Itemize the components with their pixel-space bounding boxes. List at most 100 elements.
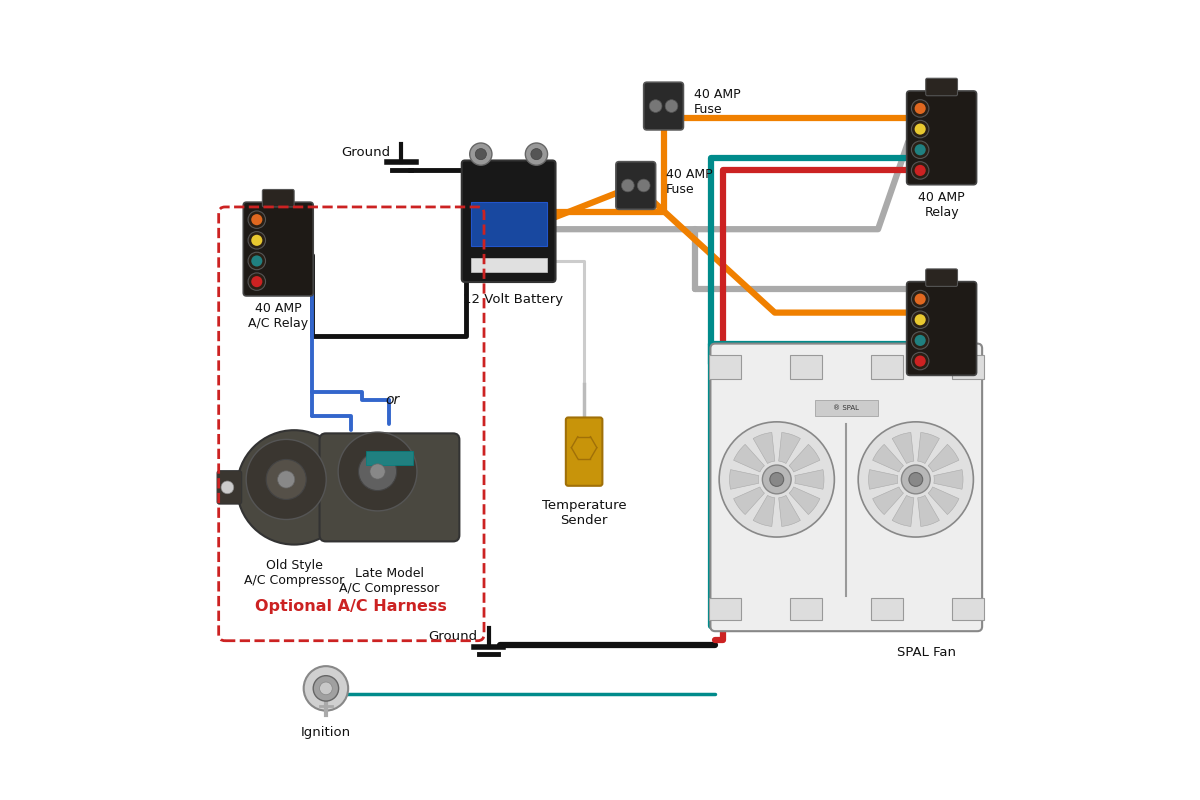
Circle shape [313, 676, 338, 701]
Text: 40 AMP
A/C Relay: 40 AMP A/C Relay [248, 302, 308, 330]
Circle shape [914, 103, 925, 114]
Circle shape [762, 465, 791, 494]
FancyBboxPatch shape [263, 190, 294, 207]
Wedge shape [733, 487, 764, 514]
Wedge shape [794, 470, 824, 490]
Text: 40 AMP
Fuse: 40 AMP Fuse [666, 167, 713, 195]
FancyBboxPatch shape [616, 162, 655, 210]
Bar [952, 598, 984, 620]
Wedge shape [872, 444, 904, 472]
Bar [709, 354, 740, 378]
Circle shape [901, 465, 930, 494]
Circle shape [914, 144, 925, 155]
Text: 40 AMP
Relay: 40 AMP Relay [918, 191, 965, 219]
Circle shape [246, 439, 326, 519]
Wedge shape [779, 433, 800, 463]
FancyBboxPatch shape [244, 202, 313, 296]
FancyBboxPatch shape [623, 194, 648, 208]
Circle shape [469, 143, 492, 166]
FancyBboxPatch shape [217, 470, 241, 504]
Circle shape [236, 430, 352, 545]
Text: ® SPAL: ® SPAL [833, 405, 859, 411]
Bar [470, 202, 547, 246]
Circle shape [908, 473, 923, 486]
Circle shape [277, 471, 295, 488]
Wedge shape [934, 470, 964, 490]
Text: or: or [385, 393, 400, 407]
Circle shape [359, 453, 397, 490]
Circle shape [719, 422, 834, 537]
Text: Ground: Ground [428, 630, 478, 643]
Circle shape [530, 149, 542, 160]
FancyBboxPatch shape [462, 161, 556, 282]
Text: Ignition: Ignition [301, 726, 350, 738]
FancyBboxPatch shape [623, 163, 648, 178]
Circle shape [912, 290, 929, 308]
Circle shape [914, 355, 925, 366]
FancyBboxPatch shape [650, 84, 677, 98]
Bar [790, 598, 822, 620]
Text: Optional A/C Harness: Optional A/C Harness [256, 599, 448, 614]
Circle shape [912, 352, 929, 370]
Wedge shape [790, 487, 820, 514]
Wedge shape [928, 487, 959, 514]
Wedge shape [892, 433, 914, 463]
Text: 12 Volt Battery: 12 Volt Battery [462, 293, 563, 306]
Text: Ground: Ground [341, 146, 390, 158]
Circle shape [622, 179, 634, 192]
Bar [709, 598, 740, 620]
Circle shape [649, 100, 662, 113]
Text: 40 AMP
Fuse: 40 AMP Fuse [694, 88, 740, 116]
Circle shape [266, 459, 306, 499]
Circle shape [251, 255, 263, 266]
Circle shape [304, 666, 348, 710]
Circle shape [475, 149, 486, 160]
Wedge shape [754, 495, 775, 526]
Bar [366, 451, 413, 465]
FancyBboxPatch shape [643, 82, 684, 130]
Circle shape [248, 231, 265, 249]
Wedge shape [730, 470, 758, 490]
Text: SPAL Fan: SPAL Fan [898, 646, 956, 659]
Bar [790, 354, 822, 378]
FancyBboxPatch shape [907, 91, 977, 185]
Circle shape [248, 211, 265, 229]
Circle shape [912, 141, 929, 158]
Circle shape [858, 422, 973, 537]
Wedge shape [733, 444, 764, 472]
Circle shape [370, 464, 385, 479]
Circle shape [251, 276, 263, 287]
Text: 40 AMP
Relay: 40 AMP Relay [918, 382, 965, 410]
Circle shape [912, 100, 929, 117]
Circle shape [912, 120, 929, 138]
Circle shape [912, 311, 929, 329]
Circle shape [221, 481, 234, 494]
Wedge shape [872, 487, 904, 514]
Wedge shape [918, 495, 940, 526]
Circle shape [912, 162, 929, 179]
Circle shape [665, 100, 678, 113]
Bar [871, 354, 902, 378]
Circle shape [914, 294, 925, 305]
Wedge shape [754, 433, 775, 463]
Circle shape [914, 314, 925, 326]
FancyBboxPatch shape [710, 343, 982, 631]
Wedge shape [928, 444, 959, 472]
Wedge shape [892, 495, 914, 526]
Circle shape [319, 682, 332, 694]
FancyBboxPatch shape [907, 282, 977, 375]
Wedge shape [918, 433, 940, 463]
Bar [871, 598, 902, 620]
Circle shape [637, 179, 650, 192]
Circle shape [914, 165, 925, 176]
FancyBboxPatch shape [319, 434, 460, 542]
Wedge shape [790, 444, 820, 472]
Text: Old Style
A/C Compressor: Old Style A/C Compressor [244, 559, 344, 587]
Text: Late Model
A/C Compressor: Late Model A/C Compressor [340, 567, 439, 595]
FancyBboxPatch shape [925, 269, 958, 286]
Wedge shape [779, 495, 800, 526]
FancyBboxPatch shape [566, 418, 602, 486]
Circle shape [251, 234, 263, 246]
Bar [952, 354, 984, 378]
Bar [815, 400, 878, 416]
